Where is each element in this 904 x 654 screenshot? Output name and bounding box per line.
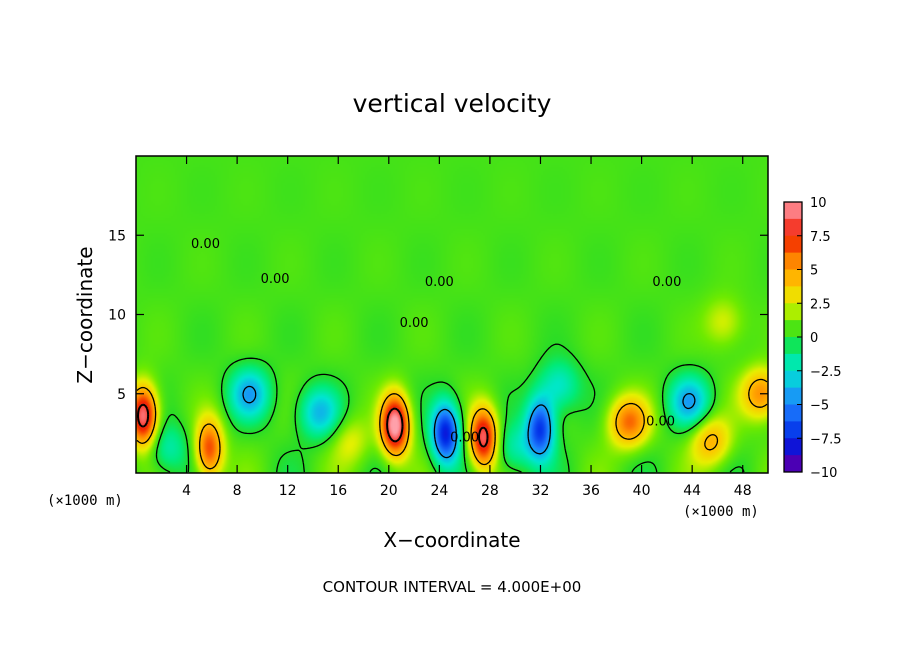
x-tick-label: 12 (279, 483, 297, 499)
colorbar: 10 7.5 5 2.5 0 −2.5 −5 −7.5 −10 (783, 196, 842, 481)
colorbar-tick-label: 0 (810, 331, 818, 346)
y-axis-title: Z−coordinate (73, 246, 97, 383)
x-tick-label: 28 (481, 483, 499, 499)
contour-line (137, 403, 489, 448)
colorbar-cell (784, 269, 802, 287)
colorbar-cell (784, 438, 802, 456)
contour-label: 0.00 (425, 275, 454, 290)
colorbar-cell (784, 370, 802, 389)
x-axis-title: X−coordinate (383, 528, 520, 552)
colorbar-cell (784, 286, 802, 304)
x-tick-label: 36 (582, 483, 600, 499)
x-tick-label: 40 (633, 483, 651, 499)
plot-area (136, 156, 768, 473)
colorbar-tick-label: −2.5 (810, 365, 842, 380)
colorbar-cell (784, 455, 802, 473)
y-tick-label: 10 (108, 308, 126, 324)
contour-label: 0.00 (191, 237, 220, 252)
colorbar-cell (784, 387, 802, 405)
colorbar-ticks: 10 7.5 5 2.5 0 −2.5 −5 −7.5 −10 (797, 196, 842, 481)
y-tick-label: 5 (117, 387, 126, 403)
colorbar-cell (784, 218, 802, 237)
x-unit-right: (×1000 m) (683, 504, 759, 520)
contour-label: 0.00 (646, 414, 675, 429)
colorbar-cell (784, 202, 802, 220)
colorbar-cell (784, 353, 802, 372)
colorbar-tick-label: −5 (810, 399, 829, 414)
x-tick-label: 20 (380, 483, 398, 499)
contour-line (242, 385, 696, 459)
colorbar-tick-label: 7.5 (810, 230, 831, 245)
colorbar-cell (784, 337, 802, 355)
colorbar-cell (784, 404, 802, 422)
colorbar-cell (784, 320, 802, 338)
contour-label: 0.00 (400, 316, 429, 331)
contour-line (136, 378, 768, 470)
x-tick-label: 8 (233, 483, 242, 499)
x-tick-label: 48 (734, 483, 752, 499)
contour-line (155, 343, 745, 473)
x-tick-label: 32 (532, 483, 550, 499)
contour-label: 0.00 (450, 430, 479, 445)
x-axis: 4 8 12 16 20 24 28 32 36 40 44 48 (182, 156, 752, 499)
colorbar-cell (784, 235, 802, 254)
y-axis: 5 10 15 (108, 228, 768, 403)
contour-label: 0.00 (261, 272, 290, 287)
chart-title: vertical velocity (353, 89, 552, 118)
x-tick-label: 24 (430, 483, 448, 499)
colorbar-cells (784, 202, 802, 473)
contour-labels: 0.00 0.00 0.00 0.00 0.00 0.00 0.00 (191, 237, 681, 445)
heatmap-field (136, 156, 768, 473)
colorbar-tick-label: −7.5 (810, 432, 842, 447)
colorbar-tick-label: 5 (810, 264, 818, 279)
x-unit-left: (×1000 m) (47, 493, 123, 509)
colorbar-tick-label: −10 (810, 466, 837, 481)
colorbar-cell (784, 303, 802, 321)
contour-lines (136, 343, 768, 473)
contour-interval-note: CONTOUR INTERVAL = 4.000E+00 (323, 578, 582, 596)
contour-label: 0.00 (652, 275, 681, 290)
colorbar-tick-label: 10 (810, 196, 827, 211)
x-tick-label: 44 (683, 483, 701, 499)
colorbar-cell (784, 421, 802, 439)
x-tick-label: 4 (182, 483, 191, 499)
colorbar-cell (784, 252, 802, 270)
x-tick-label: 16 (329, 483, 347, 499)
y-tick-label: 15 (108, 228, 126, 244)
colorbar-tick-label: 2.5 (810, 297, 831, 312)
